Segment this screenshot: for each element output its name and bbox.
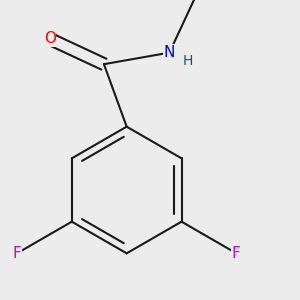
Text: F: F [13,246,22,261]
Text: F: F [232,246,241,261]
Text: O: O [44,32,56,46]
Text: N: N [164,45,175,60]
Text: H: H [183,54,193,68]
